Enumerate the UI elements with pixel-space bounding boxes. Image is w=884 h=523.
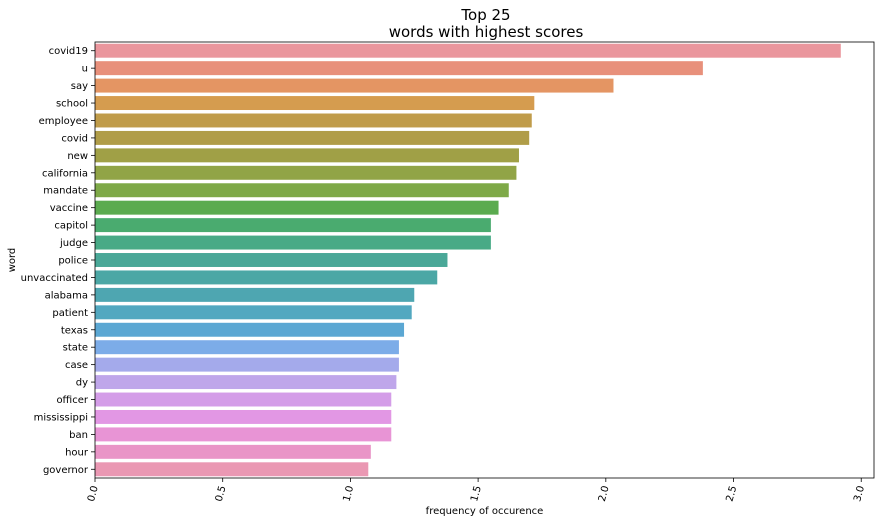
bar-officer [95,392,392,407]
x-tick-label: 1.0 [341,485,356,503]
y-tick-label: hour [65,447,89,458]
bars-group [95,43,841,477]
y-tick-label: officer [56,395,88,406]
x-tick-label: 2.0 [597,485,612,503]
y-tick-label: mississippi [34,412,88,423]
plot-frame [94,41,875,479]
bar-vaccine [95,200,499,215]
y-tick-label: mandate [43,186,88,197]
y-tick-label: state [63,343,88,354]
y-ticks-group: covid19 u say school employee covid new califor… [21,46,95,476]
x-tick-label: 0.0 [86,485,101,503]
bar-ban [95,427,392,442]
y-tick-label: say [71,81,88,92]
y-tick-label: police [58,256,88,267]
bar-alabama [95,287,415,302]
bar-mandate [95,183,509,198]
y-tick-label: employee [39,116,88,127]
bar-covid [95,130,530,145]
y-tick-label: covid [61,133,88,144]
y-tick-label: alabama [45,290,88,301]
bar-police [95,253,448,267]
x-tick-label: 0.5 [214,485,229,503]
bar-say [95,78,614,93]
y-tick-label: california [42,168,88,179]
bar-school [95,96,535,111]
bar-case [95,357,399,372]
y-tick-label: dy [76,378,88,389]
bar-patient [95,305,412,320]
y-tick-label: u [82,64,88,75]
y-tick-label: ban [69,430,88,441]
bar-u [95,61,703,76]
y-tick-label: texas [61,325,88,336]
y-tick-label: case [65,360,88,371]
x-axis-label: frequency of occurence [426,506,544,517]
bar-covid19 [95,43,841,58]
y-tick-label: school [56,99,88,110]
y-axis-label: word [7,248,18,273]
x-tick-label: 1.5 [469,485,484,503]
chart-title-line-2: words with highest scores [389,23,584,41]
bar-new [95,148,519,163]
bar-dy [95,375,397,390]
y-tick-label: unvaccinated [21,273,88,284]
y-tick-label: governor [43,465,89,476]
y-tick-label: new [67,151,88,162]
bar-texas [95,322,405,337]
bar-capitol [95,218,491,233]
y-tick-label: judge [59,238,88,249]
bar-hour [95,444,371,459]
bar-mississippi [95,409,392,424]
bar-employee [95,113,532,128]
x-tick-label: 2.5 [725,485,740,503]
y-tick-label: covid19 [49,46,88,57]
x-tick-label: 3.0 [852,485,867,503]
bar-state [95,340,399,355]
bar-unvaccinated [95,270,438,285]
chart-title-line-1: Top 25 [460,6,510,24]
bar-governor [95,462,369,477]
bar-california [95,165,517,180]
y-tick-label: patient [52,308,88,319]
x-ticks-group: 0.0 0.5 1.0 1.5 2.0 2.5 3.0 [86,478,867,503]
y-tick-label: capitol [54,221,88,232]
y-tick-label: vaccine [50,203,88,214]
bar-judge [95,235,491,250]
